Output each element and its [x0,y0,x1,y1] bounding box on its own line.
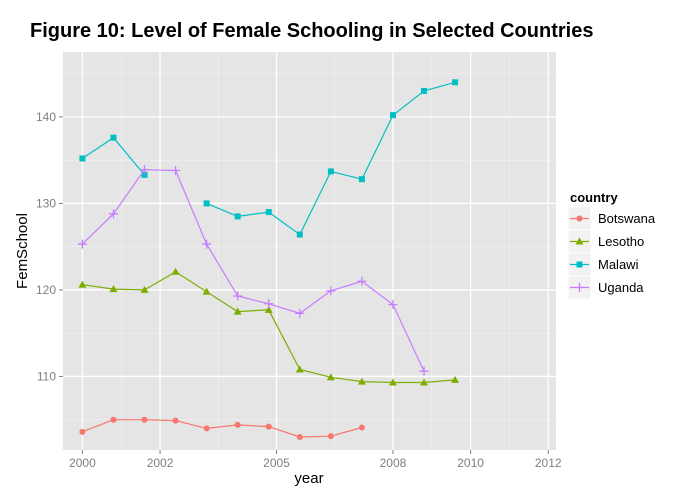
x-tick-label: 2000 [69,456,96,470]
y-tick-label: 120 [36,283,56,297]
data-point-malawi [389,112,396,119]
data-point-uganda [171,166,181,176]
data-point-botswana [265,423,272,430]
legend-marker-uganda [575,283,584,292]
data-point-botswana [141,416,148,423]
legend-marker-botswana [576,215,583,222]
legend-label-botswana: Botswana [598,211,656,226]
data-point-lesotho [78,280,87,288]
data-point-uganda [77,239,87,249]
data-point-lesotho [357,377,366,385]
data-point-lesotho [295,365,304,373]
data-point-botswana [296,434,303,441]
x-tick-label: 2012 [535,456,562,470]
data-point-botswana [358,424,365,431]
data-point-uganda [357,276,367,286]
data-point-malawi [234,213,241,220]
data-point-uganda [419,366,429,376]
data-point-malawi [452,79,459,86]
data-point-uganda [202,239,212,249]
legend-label-malawi: Malawi [598,257,639,272]
data-point-lesotho [202,287,211,295]
legend: country Botswana Lesotho Malawi Uganda [567,190,656,300]
x-tick-label: 2010 [457,456,484,470]
data-point-uganda [108,209,118,219]
data-point-lesotho [264,305,273,313]
data-point-malawi [327,168,334,175]
data-point-uganda [140,165,150,175]
y-tick-label: 130 [36,196,56,210]
legend-marker-lesotho [575,237,584,245]
data-point-uganda [295,308,305,318]
series-uganda [77,165,429,376]
data-point-lesotho [326,373,335,381]
legend-title: country [570,190,618,205]
data-point-lesotho [451,375,460,383]
legend-label-lesotho: Lesotho [598,234,644,249]
x-tick-label: 2008 [380,456,407,470]
data-point-lesotho [171,267,180,275]
chart-title: Figure 10: Level of Female Schooling in … [30,20,594,42]
data-point-botswana [110,416,117,423]
y-axis-label: FemSchool [14,213,31,289]
x-tick-label: 2005 [263,456,290,470]
data-point-lesotho [140,285,149,293]
legend-label-uganda: Uganda [598,280,644,295]
x-axis-label: year [294,470,323,487]
data-point-uganda [233,291,243,301]
data-point-malawi [79,155,86,162]
data-point-lesotho [388,378,397,386]
series-lesotho [78,267,460,386]
series-botswana [79,416,365,441]
data-point-uganda [264,299,274,309]
legend-item-lesotho: Lesotho [567,229,644,254]
data-point-malawi [110,134,117,141]
data-point-malawi [265,209,272,216]
data-point-malawi [421,87,428,94]
data-point-lesotho [109,285,118,293]
legend-item-malawi: Malawi [567,252,639,277]
legend-marker-malawi [576,261,583,268]
minor-gridlines [63,52,556,450]
data-point-botswana [172,417,179,424]
legend-item-botswana: Botswana [567,206,656,231]
series-line-uganda [81,169,425,372]
series-malawi [79,79,459,238]
data-point-lesotho [420,378,429,386]
series-layer [77,79,460,441]
data-point-malawi [203,200,210,207]
data-point-uganda [326,286,336,296]
data-point-malawi [358,176,365,183]
legend-item-uganda: Uganda [567,275,644,300]
data-point-botswana [327,433,334,440]
data-point-malawi [296,231,303,238]
y-tick-label: 140 [36,110,56,124]
data-point-uganda [388,300,398,310]
data-point-botswana [234,421,241,428]
x-tick-label: 2002 [147,456,174,470]
data-point-botswana [79,428,86,435]
plot-panel [63,52,556,450]
series-line-botswana [82,419,363,438]
x-axis: 2000 2002 2005 2008 2010 2012 [69,450,562,470]
data-point-botswana [203,425,210,432]
data-point-lesotho [233,307,242,315]
y-tick-label: 110 [37,369,56,383]
y-axis: 110 120 130 140 [36,110,63,383]
data-point-malawi [141,171,148,178]
